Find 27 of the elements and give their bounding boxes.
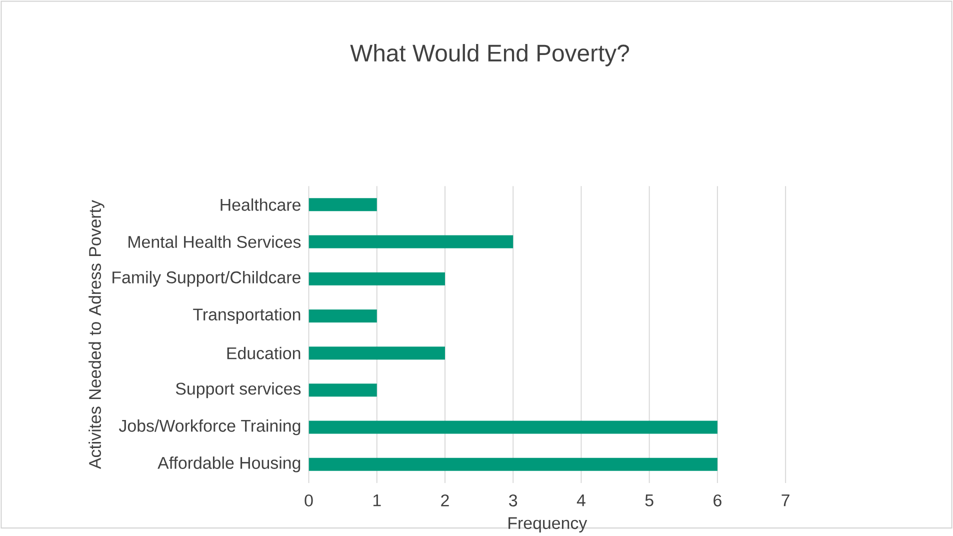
y-tick-label: Support services [176, 382, 301, 398]
x-tick-label: 5 [645, 494, 654, 506]
y-tick-label: Mental Health Services [128, 236, 301, 248]
x-tick-label: 3 [509, 494, 518, 507]
y-tick-label: Family Support/Childcare [112, 271, 300, 287]
chart-title: What Would End Poverty? [350, 44, 629, 66]
bar [308, 458, 718, 472]
y-tick-label: Jobs/Workforce Training [118, 420, 300, 436]
x-tick-label: 7 [782, 494, 790, 506]
x-tick-label: 4 [576, 494, 586, 506]
x-tick-label: 6 [714, 494, 722, 507]
bar [308, 235, 514, 248]
y-tick-label: Transportation [193, 308, 300, 324]
x-tick-label: 0 [304, 494, 313, 507]
bar [308, 346, 445, 360]
x-axis-title: Frequency [508, 517, 588, 533]
x-tick-label: 1 [373, 494, 381, 506]
y-axis-title: Activites Needed to Adress Poverty [88, 200, 104, 470]
bar [308, 310, 377, 323]
x-tick-label: 2 [441, 494, 449, 506]
y-tick-label: Affordable Housing [158, 456, 300, 472]
y-tick-label: Healthcare [220, 198, 300, 211]
bar [308, 272, 445, 286]
bar [308, 198, 377, 212]
bar [308, 420, 718, 434]
y-tick-label: Education [227, 346, 300, 360]
bar [308, 384, 377, 397]
